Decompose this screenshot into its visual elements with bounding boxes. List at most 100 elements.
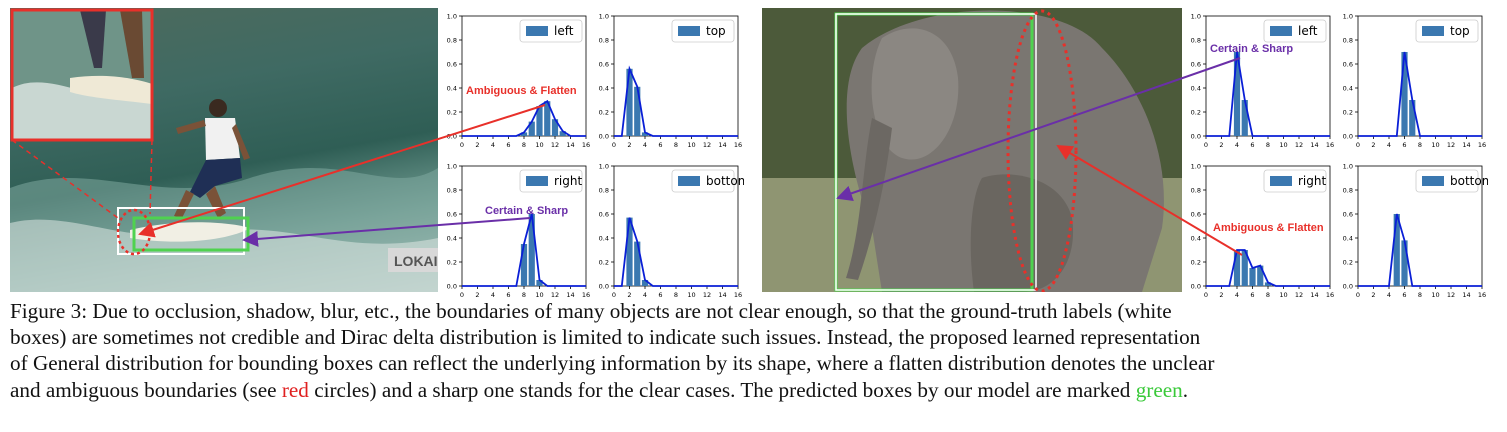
legend-swatch <box>1270 176 1292 186</box>
legend-label: bottom <box>1450 174 1488 188</box>
chart-legend: left <box>519 19 583 43</box>
x-tick-label: 8 <box>1418 141 1422 149</box>
x-tick-label: 14 <box>1462 141 1470 149</box>
y-tick-label: 0.2 <box>1343 109 1353 117</box>
elephant-photo <box>762 8 1182 292</box>
x-tick-label: 16 <box>1326 291 1334 299</box>
caption-line-3: of General distribution for bounding box… <box>10 351 1215 376</box>
histogram-right-top-right: 0.0 0.2 0.4 0.6 0.8 1.0 0 2 4 6 8 10 12 14 16 top <box>1336 8 1488 154</box>
legend-label: right <box>1298 174 1326 188</box>
y-tick-label: 0.4 <box>1191 235 1201 243</box>
x-tick-label: 12 <box>1295 141 1303 149</box>
x-tick-label: 12 <box>551 291 559 299</box>
legend-swatch <box>526 26 548 36</box>
histogram-bar <box>1264 282 1272 286</box>
y-tick-label: 0.4 <box>447 85 457 93</box>
histogram-left-top-right: 0.0 0.2 0.4 0.6 0.8 1.0 0 2 4 6 8 10 12 14 16 top <box>592 8 744 154</box>
x-tick-label: 16 <box>734 291 742 299</box>
histogram-bar <box>641 280 649 286</box>
x-tick-label: 8 <box>674 291 678 299</box>
x-tick-label: 4 <box>1387 141 1391 149</box>
y-tick-label: 0.2 <box>599 259 609 267</box>
x-tick-label: 2 <box>1371 141 1375 149</box>
x-tick-label: 0 <box>460 141 464 149</box>
histogram-bar <box>1257 265 1264 286</box>
histogram-bar <box>1249 268 1256 286</box>
x-tick-label: 6 <box>1250 141 1254 149</box>
y-tick-label: 0.4 <box>599 235 609 243</box>
histogram-bar <box>634 86 641 136</box>
x-tick-label: 0 <box>1356 291 1360 299</box>
histogram-right-bottom-left: 0.0 0.2 0.4 0.6 0.8 1.0 0 2 4 6 8 10 12 14 16 right <box>1184 158 1336 304</box>
y-tick-label: 0.0 <box>1191 133 1201 141</box>
histogram-bar <box>1393 214 1400 286</box>
distribution-curve <box>614 217 738 287</box>
legend-label: left <box>554 24 574 38</box>
y-tick-label: 0.8 <box>1191 187 1201 195</box>
x-tick-label: 16 <box>1478 141 1486 149</box>
sign-text: LOKAI <box>394 253 438 269</box>
x-tick-label: 16 <box>1326 141 1334 149</box>
x-tick-label: 12 <box>1295 291 1303 299</box>
x-tick-label: 4 <box>1235 291 1239 299</box>
x-tick-label: 16 <box>582 141 590 149</box>
y-tick-label: 1.0 <box>1343 13 1353 21</box>
x-tick-label: 10 <box>1279 141 1287 149</box>
y-tick-label: 0.8 <box>1343 37 1353 45</box>
zoom-connector <box>11 139 119 219</box>
y-tick-label: 0.8 <box>1191 37 1201 45</box>
histogram-bar <box>626 217 633 286</box>
y-tick-label: 0.6 <box>1343 211 1353 219</box>
legend-box <box>671 19 735 43</box>
caption-red-word: red <box>281 377 309 402</box>
y-tick-label: 1.0 <box>599 13 609 21</box>
sign <box>388 248 438 272</box>
x-tick-label: 0 <box>612 141 616 149</box>
legend-swatch <box>526 176 548 186</box>
x-tick-label: 8 <box>522 141 526 149</box>
x-tick-label: 6 <box>658 291 662 299</box>
legend-label: top <box>1450 24 1470 38</box>
distribution-curve <box>1358 51 1482 137</box>
histogram-bar <box>520 244 528 286</box>
distribution-curve <box>462 213 586 287</box>
x-tick-label: 10 <box>1431 141 1439 149</box>
chart-legend: left <box>1263 19 1327 43</box>
y-tick-label: 0.0 <box>599 283 609 291</box>
y-tick-label: 0.0 <box>599 133 609 141</box>
x-tick-label: 10 <box>535 141 543 149</box>
x-tick-label: 14 <box>566 141 574 149</box>
y-tick-label: 0.0 <box>1191 283 1201 291</box>
histogram-bar <box>1401 240 1408 286</box>
chart-legend: bottom <box>1415 169 1493 193</box>
y-tick-label: 0.2 <box>1191 109 1201 117</box>
x-tick-label: 0 <box>1204 141 1208 149</box>
x-tick-label: 4 <box>1387 291 1391 299</box>
x-tick-label: 2 <box>627 291 631 299</box>
zoom-inset-frame <box>10 8 154 142</box>
caption-line-4-middle: circles) and a sharp one stands for the … <box>308 377 1136 402</box>
histogram-svg: 0.0 0.2 0.4 0.6 0.8 1.0 0 2 4 6 8 10 12 14 16 left <box>1191 13 1334 150</box>
histogram-right-bottom-right: 0.0 0.2 0.4 0.6 0.8 1.0 0 2 4 6 8 10 12 14 16 bottom <box>1336 158 1494 304</box>
legend-swatch <box>678 176 700 186</box>
y-tick-label: 1.0 <box>599 163 609 171</box>
y-tick-label: 0.6 <box>1191 61 1201 69</box>
x-tick-label: 6 <box>506 141 510 149</box>
x-tick-label: 0 <box>612 291 616 299</box>
x-tick-label: 12 <box>551 141 559 149</box>
histogram-left-bottom-left: 0.0 0.2 0.4 0.6 0.8 1.0 0 2 4 6 8 10 12 14 16 right <box>440 158 592 304</box>
histogram-bar <box>626 68 633 136</box>
x-tick-label: 8 <box>674 141 678 149</box>
x-tick-label: 6 <box>1402 291 1406 299</box>
y-tick-label: 0.4 <box>1191 85 1201 93</box>
legend-box <box>1263 169 1327 193</box>
y-tick-label: 0.0 <box>447 133 457 141</box>
x-tick-label: 4 <box>643 291 647 299</box>
histogram-bar <box>634 241 641 286</box>
x-tick-label: 10 <box>687 141 695 149</box>
legend-swatch <box>678 26 700 36</box>
y-tick-label: 0.6 <box>447 61 457 69</box>
y-tick-label: 0.6 <box>1343 61 1353 69</box>
x-tick-label: 6 <box>1250 291 1254 299</box>
histogram-left-top-left: 0.0 0.2 0.4 0.6 0.8 1.0 0 2 4 6 8 10 12 14 16 left <box>440 8 592 154</box>
